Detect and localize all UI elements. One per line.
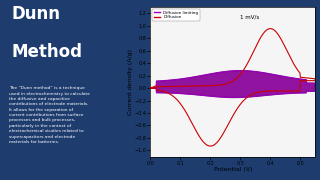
Legend: Diffusion limiting, Diffusion: Diffusion limiting, Diffusion (153, 9, 200, 21)
Y-axis label: Current density (A/g): Current density (A/g) (128, 49, 133, 115)
Text: 1 mV/s: 1 mV/s (240, 15, 260, 20)
Polygon shape (150, 71, 315, 97)
Text: Dunn: Dunn (12, 5, 61, 23)
Text: Method: Method (12, 43, 83, 61)
X-axis label: Potential (V): Potential (V) (213, 167, 252, 172)
Text: The “Dunn method” is a technique
used in electrochemistry to calculate
the diffu: The “Dunn method” is a technique used in… (9, 86, 90, 144)
